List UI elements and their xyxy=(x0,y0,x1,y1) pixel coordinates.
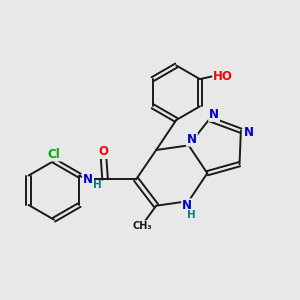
Text: O: O xyxy=(99,145,109,158)
Text: N: N xyxy=(244,126,254,139)
Text: H: H xyxy=(93,180,102,190)
Text: CH₃: CH₃ xyxy=(132,221,152,231)
Text: N: N xyxy=(187,133,197,146)
Text: H: H xyxy=(187,210,196,220)
Text: N: N xyxy=(83,173,93,186)
Text: Cl: Cl xyxy=(48,148,60,160)
Text: N: N xyxy=(182,199,192,212)
Text: HO: HO xyxy=(213,70,233,83)
Text: N: N xyxy=(209,108,219,121)
